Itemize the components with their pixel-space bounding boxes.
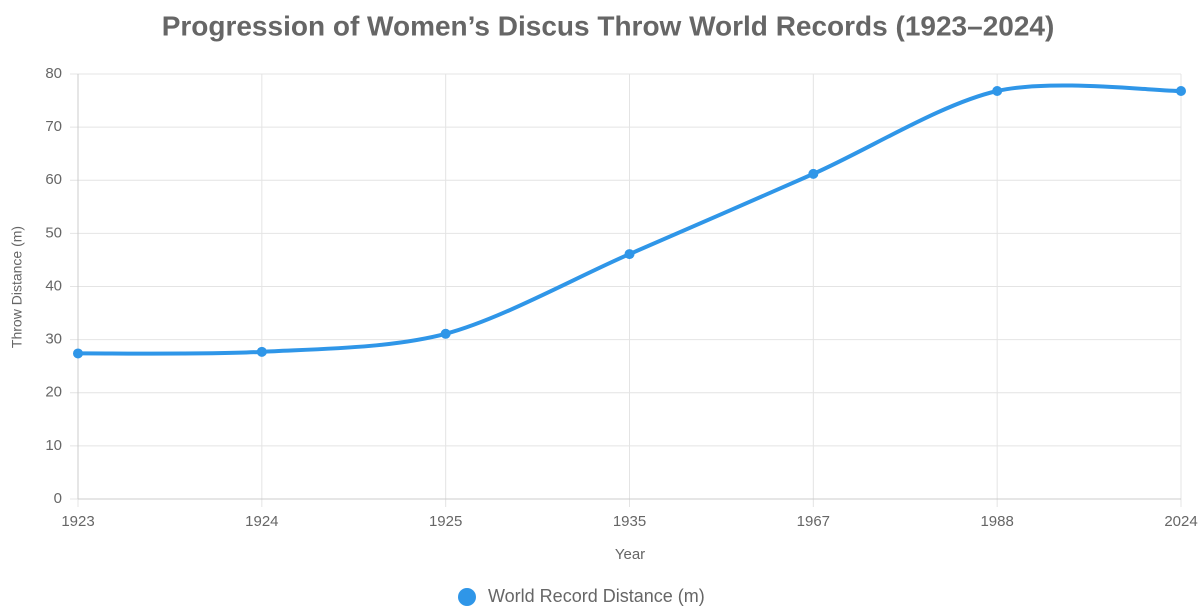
x-tick-label: 1967 <box>797 513 830 530</box>
point <box>808 168 819 179</box>
point <box>992 86 1003 96</box>
x-tick-label: 1924 <box>245 513 278 530</box>
point <box>256 346 267 357</box>
y-tick-label: 0 <box>54 490 62 507</box>
y-axis-label: Throw Distance (m) <box>9 226 25 348</box>
y-tick-label: 40 <box>45 277 62 294</box>
y-tick-label: 10 <box>45 437 62 454</box>
legend-swatch <box>458 588 476 606</box>
x-tick-label: 1925 <box>429 513 462 530</box>
point <box>440 328 451 339</box>
chart-title: Progression of Women’s Discus Throw Worl… <box>162 10 1055 41</box>
point <box>1176 86 1186 96</box>
point <box>73 348 83 359</box>
x-axis-label: Year <box>615 546 645 563</box>
y-tick-label: 60 <box>45 171 62 188</box>
legend-label: World Record Distance (m) <box>488 586 705 606</box>
x-tick-label: 1988 <box>980 513 1013 530</box>
y-tick-label: 20 <box>45 384 62 401</box>
x-tick-label: 1923 <box>61 513 94 530</box>
x-tick-label: 2024 <box>1164 513 1197 530</box>
y-tick-label: 70 <box>45 118 62 135</box>
y-tick-label: 80 <box>45 65 62 82</box>
x-tick-label: 1935 <box>613 513 646 530</box>
y-tick-label: 30 <box>45 331 62 348</box>
point <box>624 249 635 260</box>
y-tick-label: 50 <box>45 224 62 241</box>
